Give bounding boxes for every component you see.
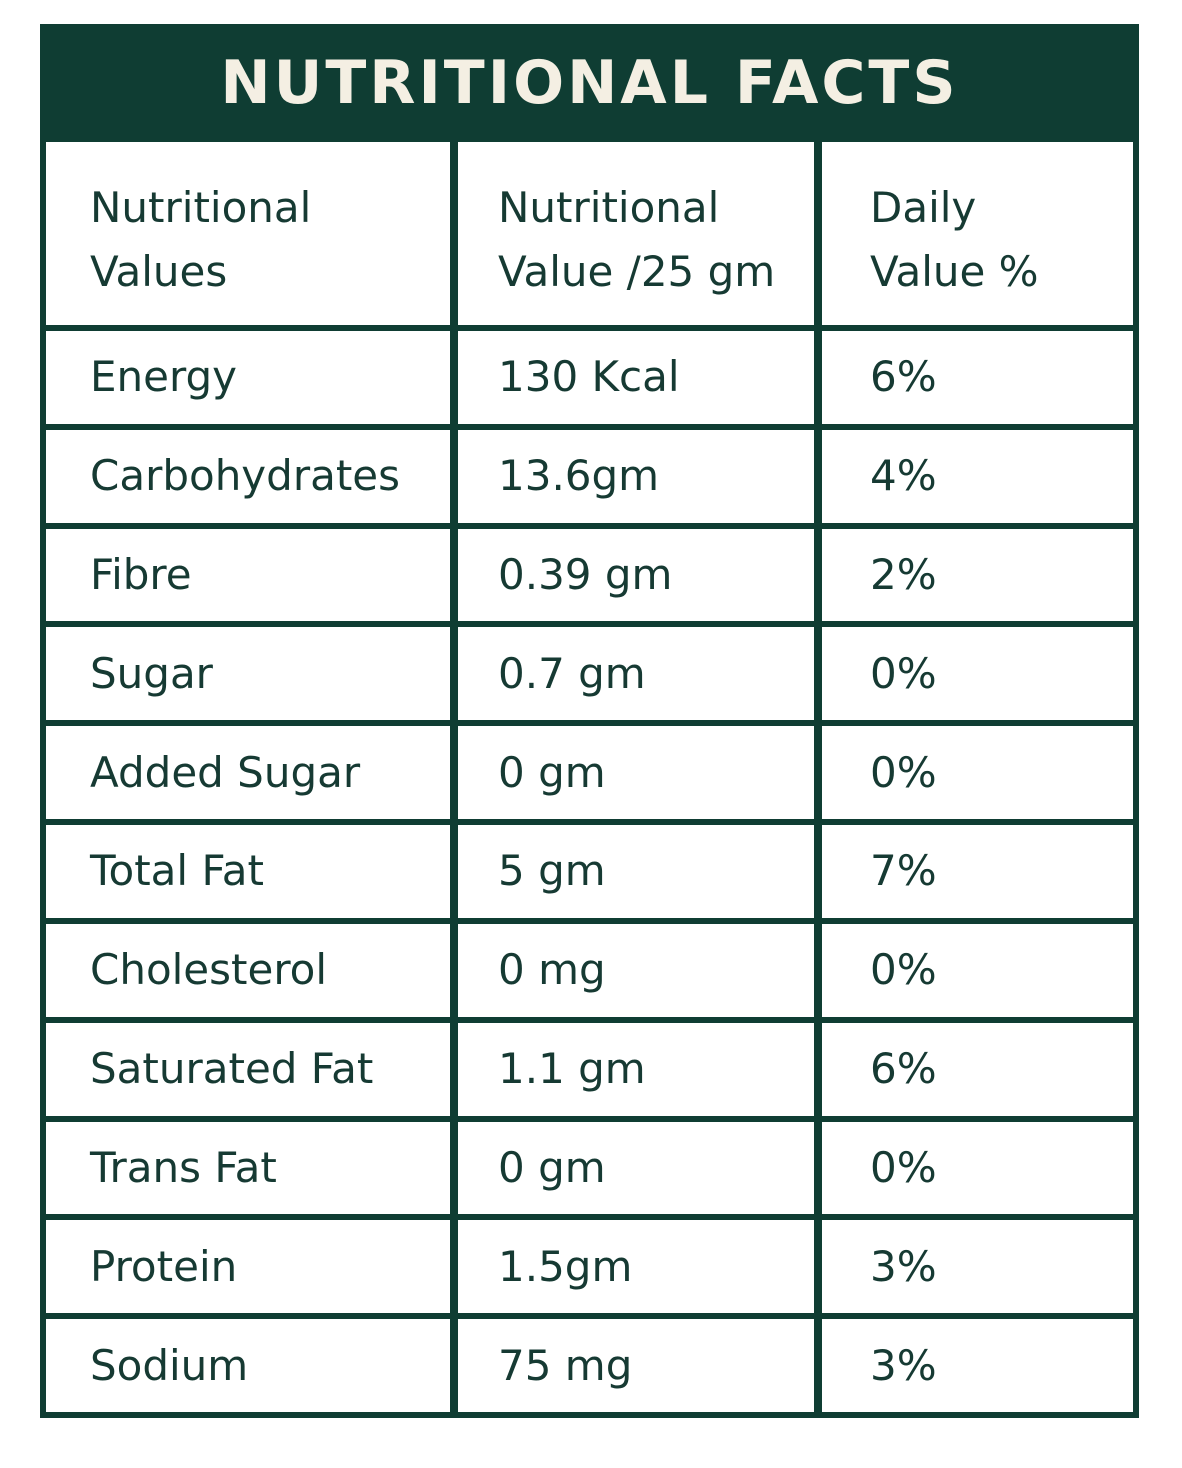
nutrient-daily-value: 6% <box>822 1022 1133 1116</box>
nutrient-amount: 75 mg <box>458 1319 814 1412</box>
nutrient-name: Saturated Fat <box>46 1022 450 1116</box>
nutrient-amount: 0.39 gm <box>458 528 814 622</box>
nutrient-name: Sugar <box>46 627 450 721</box>
nutrient-amount: 130 Kcal <box>458 331 814 424</box>
header-value-per-25gm: Nutritional Value /25 gm <box>458 142 814 325</box>
nutrient-amount: 1.5gm <box>458 1220 814 1314</box>
nutrient-name: Protein <box>46 1220 450 1314</box>
nutrient-daily-value: 4% <box>822 429 1133 523</box>
nutrient-amount: 1.1 gm <box>458 1022 814 1116</box>
header-nutritional-values: Nutritional Values <box>46 142 450 325</box>
header-value-per-25gm-line2: Value /25 gm <box>498 246 776 296</box>
nutrient-amount: 13.6gm <box>458 429 814 523</box>
nutrient-name: Total Fat <box>46 825 450 918</box>
nutrient-amount: 0 mg <box>458 923 814 1017</box>
nutrient-daily-value: 0% <box>822 627 1133 721</box>
nutrient-name: Sodium <box>46 1319 450 1412</box>
nutrient-daily-value: 0% <box>822 726 1133 820</box>
header-daily-value-line1: Daily <box>870 182 977 232</box>
nutrient-name: Cholesterol <box>46 923 450 1017</box>
nutrient-name: Fibre <box>46 528 450 622</box>
nutrient-amount: 0.7 gm <box>458 627 814 721</box>
nutrient-name: Trans Fat <box>46 1121 450 1215</box>
nutrient-daily-value: 6% <box>822 331 1133 424</box>
header-nutritional-values-line1: Nutritional <box>90 182 312 232</box>
nutrient-daily-value: 0% <box>822 923 1133 1017</box>
nutrition-table: Nutritional Values Nutritional Value /25… <box>46 142 1133 1412</box>
nutrient-amount: 0 gm <box>458 726 814 820</box>
facts-title: NUTRITIONAL FACTS <box>220 48 959 118</box>
header-daily-value-line2: Value % <box>870 246 1039 296</box>
nutrient-name: Energy <box>46 331 450 424</box>
nutrient-amount: 5 gm <box>458 825 814 918</box>
header-nutritional-values-line2: Values <box>90 246 228 296</box>
nutrient-daily-value: 3% <box>822 1220 1133 1314</box>
nutrient-daily-value: 2% <box>822 528 1133 622</box>
header-value-per-25gm-line1: Nutritional <box>498 182 720 232</box>
nutrient-daily-value: 7% <box>822 825 1133 918</box>
nutrition-facts-panel: NUTRITIONAL FACTS Nutritional Values Nut… <box>40 24 1139 1418</box>
header-daily-value: Daily Value % <box>822 142 1133 325</box>
nutrient-daily-value: 0% <box>822 1121 1133 1215</box>
nutrient-name: Added Sugar <box>46 726 450 820</box>
nutrient-name: Carbohydrates <box>46 429 450 523</box>
nutrient-daily-value: 3% <box>822 1319 1133 1412</box>
nutrient-amount: 0 gm <box>458 1121 814 1215</box>
